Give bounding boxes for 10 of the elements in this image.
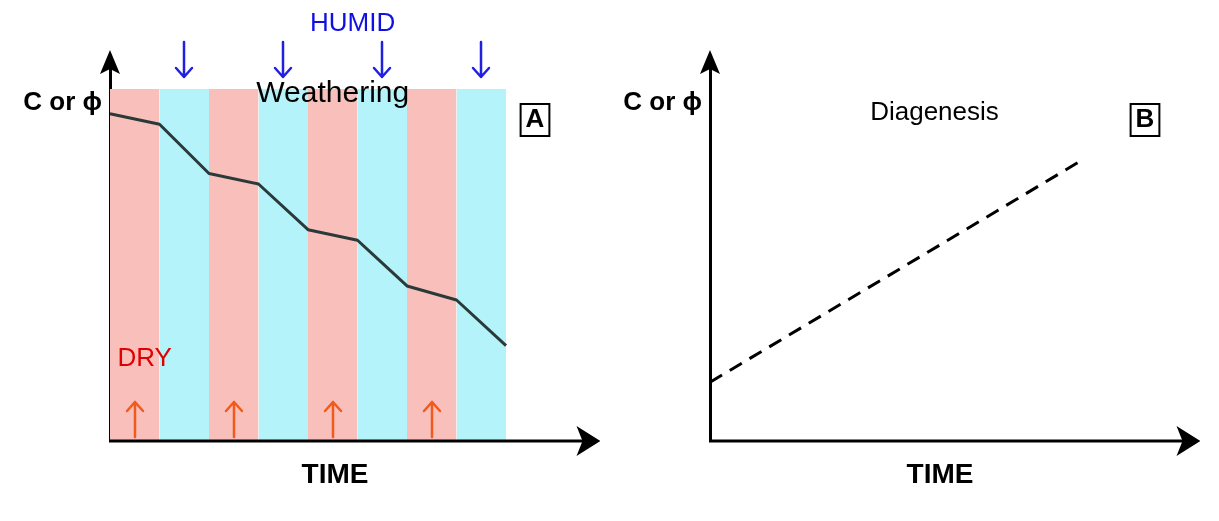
- text: Diagenesis: [870, 95, 999, 126]
- y-axis-title: C or ϕ: [623, 86, 702, 117]
- x-axis-title: TIME: [906, 458, 974, 490]
- text: HUMID: [309, 7, 396, 38]
- chart-title: B: [1135, 103, 1155, 134]
- annotation: Weathering: [256, 75, 410, 109]
- text: A: [525, 103, 545, 134]
- x-axis-title: TIME: [301, 458, 369, 490]
- y-axis-title: C or ϕ: [23, 86, 102, 117]
- annotation: DRY: [117, 341, 172, 372]
